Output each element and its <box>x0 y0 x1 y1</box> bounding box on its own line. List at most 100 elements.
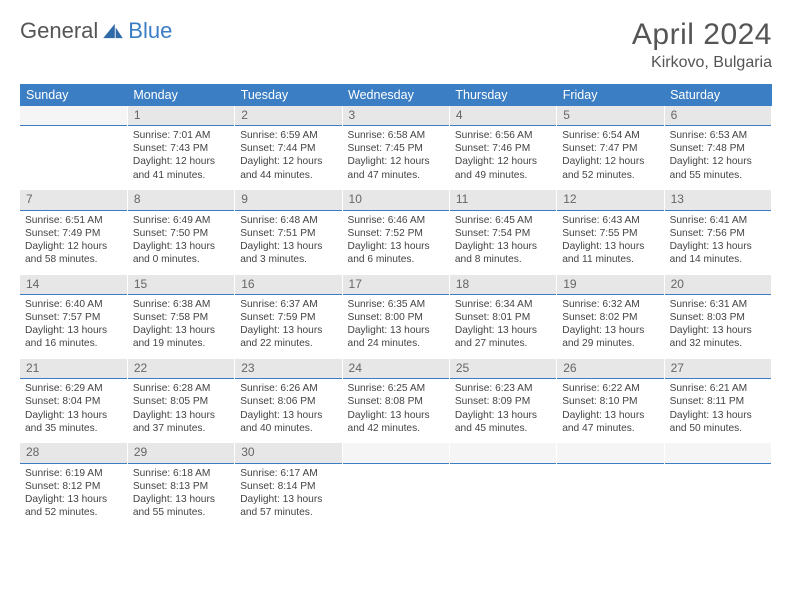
day-details: Sunrise: 6:56 AMSunset: 7:46 PMDaylight:… <box>450 126 556 190</box>
weekday-heading: Sunday <box>20 84 127 106</box>
weekday-heading: Wednesday <box>342 84 449 106</box>
day-details: Sunrise: 6:58 AMSunset: 7:45 PMDaylight:… <box>343 126 449 190</box>
day-details: Sunrise: 6:48 AMSunset: 7:51 PMDaylight:… <box>235 211 341 275</box>
day-number: 27 <box>665 359 771 379</box>
day-number: 29 <box>128 443 234 463</box>
daylight-text: Daylight: 12 hours and 58 minutes. <box>25 240 122 266</box>
day-cell: 11Sunrise: 6:45 AMSunset: 7:54 PMDayligh… <box>449 190 556 274</box>
sunrise-text: Sunrise: 6:51 AM <box>25 214 122 227</box>
day-details: Sunrise: 6:53 AMSunset: 7:48 PMDaylight:… <box>665 126 771 190</box>
sunrise-text: Sunrise: 7:01 AM <box>133 129 229 142</box>
sunrise-text: Sunrise: 6:18 AM <box>133 467 229 480</box>
daylight-text: Daylight: 13 hours and 37 minutes. <box>133 409 229 435</box>
daylight-text: Daylight: 13 hours and 16 minutes. <box>25 324 122 350</box>
sunrise-text: Sunrise: 6:29 AM <box>25 382 122 395</box>
day-number: 13 <box>665 190 771 210</box>
day-details: Sunrise: 6:25 AMSunset: 8:08 PMDaylight:… <box>343 379 449 443</box>
day-number: 14 <box>20 275 127 295</box>
day-cell: 3Sunrise: 6:58 AMSunset: 7:45 PMDaylight… <box>342 106 449 190</box>
sunrise-text: Sunrise: 6:17 AM <box>240 467 336 480</box>
sunset-text: Sunset: 8:05 PM <box>133 395 229 408</box>
day-details: Sunrise: 6:34 AMSunset: 8:01 PMDaylight:… <box>450 295 556 359</box>
title-block: April 2024 Kirkovo, Bulgaria <box>632 18 772 72</box>
day-details: Sunrise: 6:26 AMSunset: 8:06 PMDaylight:… <box>235 379 341 443</box>
day-number: 21 <box>20 359 127 379</box>
sunrise-text: Sunrise: 6:59 AM <box>240 129 336 142</box>
day-cell: 12Sunrise: 6:43 AMSunset: 7:55 PMDayligh… <box>557 190 664 274</box>
daylight-text: Daylight: 13 hours and 40 minutes. <box>240 409 336 435</box>
day-details: Sunrise: 6:40 AMSunset: 7:57 PMDaylight:… <box>20 295 127 359</box>
day-number: 3 <box>343 106 449 126</box>
day-number: 17 <box>343 275 449 295</box>
day-number <box>665 443 771 463</box>
day-details: Sunrise: 6:45 AMSunset: 7:54 PMDaylight:… <box>450 211 556 275</box>
day-details: Sunrise: 6:21 AMSunset: 8:11 PMDaylight:… <box>665 379 771 443</box>
daylight-text: Daylight: 13 hours and 42 minutes. <box>348 409 444 435</box>
sunset-text: Sunset: 7:46 PM <box>455 142 551 155</box>
sunrise-text: Sunrise: 6:41 AM <box>670 214 766 227</box>
day-details: Sunrise: 6:32 AMSunset: 8:02 PMDaylight:… <box>557 295 663 359</box>
day-details: Sunrise: 6:37 AMSunset: 7:59 PMDaylight:… <box>235 295 341 359</box>
sunrise-text: Sunrise: 6:38 AM <box>133 298 229 311</box>
day-cell: 14Sunrise: 6:40 AMSunset: 7:57 PMDayligh… <box>20 275 127 359</box>
day-details: Sunrise: 6:28 AMSunset: 8:05 PMDaylight:… <box>128 379 234 443</box>
daylight-text: Daylight: 13 hours and 8 minutes. <box>455 240 551 266</box>
sunset-text: Sunset: 7:50 PM <box>133 227 229 240</box>
sunrise-text: Sunrise: 6:40 AM <box>25 298 122 311</box>
weekday-heading: Monday <box>127 84 234 106</box>
day-details <box>557 464 663 528</box>
day-details: Sunrise: 6:29 AMSunset: 8:04 PMDaylight:… <box>20 379 127 443</box>
day-details: Sunrise: 6:46 AMSunset: 7:52 PMDaylight:… <box>343 211 449 275</box>
sunset-text: Sunset: 7:57 PM <box>25 311 122 324</box>
sunrise-text: Sunrise: 6:23 AM <box>455 382 551 395</box>
day-number: 6 <box>665 106 771 126</box>
day-number: 1 <box>128 106 234 126</box>
daylight-text: Daylight: 12 hours and 52 minutes. <box>562 155 658 181</box>
sunrise-text: Sunrise: 6:58 AM <box>348 129 444 142</box>
sunset-text: Sunset: 8:10 PM <box>562 395 658 408</box>
day-cell: 1Sunrise: 7:01 AMSunset: 7:43 PMDaylight… <box>127 106 234 190</box>
day-cell <box>342 443 449 527</box>
sunrise-text: Sunrise: 6:46 AM <box>348 214 444 227</box>
day-number: 22 <box>128 359 234 379</box>
sunset-text: Sunset: 8:03 PM <box>670 311 766 324</box>
day-details: Sunrise: 6:38 AMSunset: 7:58 PMDaylight:… <box>128 295 234 359</box>
daylight-text: Daylight: 12 hours and 41 minutes. <box>133 155 229 181</box>
day-cell: 29Sunrise: 6:18 AMSunset: 8:13 PMDayligh… <box>127 443 234 527</box>
day-number: 19 <box>557 275 663 295</box>
day-cell: 27Sunrise: 6:21 AMSunset: 8:11 PMDayligh… <box>664 359 771 443</box>
sunrise-text: Sunrise: 6:32 AM <box>562 298 658 311</box>
day-cell: 4Sunrise: 6:56 AMSunset: 7:46 PMDaylight… <box>449 106 556 190</box>
sunrise-text: Sunrise: 6:54 AM <box>562 129 658 142</box>
day-cell: 25Sunrise: 6:23 AMSunset: 8:09 PMDayligh… <box>449 359 556 443</box>
day-cell: 23Sunrise: 6:26 AMSunset: 8:06 PMDayligh… <box>235 359 342 443</box>
logo: General Blue <box>20 18 172 44</box>
day-number: 16 <box>235 275 341 295</box>
sunset-text: Sunset: 8:00 PM <box>348 311 444 324</box>
sunset-text: Sunset: 8:01 PM <box>455 311 551 324</box>
daylight-text: Daylight: 13 hours and 32 minutes. <box>670 324 766 350</box>
day-cell: 5Sunrise: 6:54 AMSunset: 7:47 PMDaylight… <box>557 106 664 190</box>
day-details: Sunrise: 6:51 AMSunset: 7:49 PMDaylight:… <box>20 211 127 275</box>
sunrise-text: Sunrise: 6:53 AM <box>670 129 766 142</box>
daylight-text: Daylight: 13 hours and 45 minutes. <box>455 409 551 435</box>
daylight-text: Daylight: 13 hours and 0 minutes. <box>133 240 229 266</box>
weekday-heading: Tuesday <box>235 84 342 106</box>
day-number: 28 <box>20 443 127 463</box>
sunset-text: Sunset: 7:54 PM <box>455 227 551 240</box>
day-details: Sunrise: 6:54 AMSunset: 7:47 PMDaylight:… <box>557 126 663 190</box>
sunset-text: Sunset: 7:52 PM <box>348 227 444 240</box>
day-number: 20 <box>665 275 771 295</box>
day-details: Sunrise: 6:17 AMSunset: 8:14 PMDaylight:… <box>235 464 341 528</box>
daylight-text: Daylight: 12 hours and 47 minutes. <box>348 155 444 181</box>
sunset-text: Sunset: 7:55 PM <box>562 227 658 240</box>
daylight-text: Daylight: 13 hours and 52 minutes. <box>25 493 122 519</box>
day-cell: 17Sunrise: 6:35 AMSunset: 8:00 PMDayligh… <box>342 275 449 359</box>
sunrise-text: Sunrise: 6:37 AM <box>240 298 336 311</box>
day-cell: 24Sunrise: 6:25 AMSunset: 8:08 PMDayligh… <box>342 359 449 443</box>
day-number: 23 <box>235 359 341 379</box>
day-details <box>450 464 556 528</box>
day-cell: 28Sunrise: 6:19 AMSunset: 8:12 PMDayligh… <box>20 443 127 527</box>
sunrise-text: Sunrise: 6:34 AM <box>455 298 551 311</box>
calendar-week-row: 21Sunrise: 6:29 AMSunset: 8:04 PMDayligh… <box>20 359 772 443</box>
